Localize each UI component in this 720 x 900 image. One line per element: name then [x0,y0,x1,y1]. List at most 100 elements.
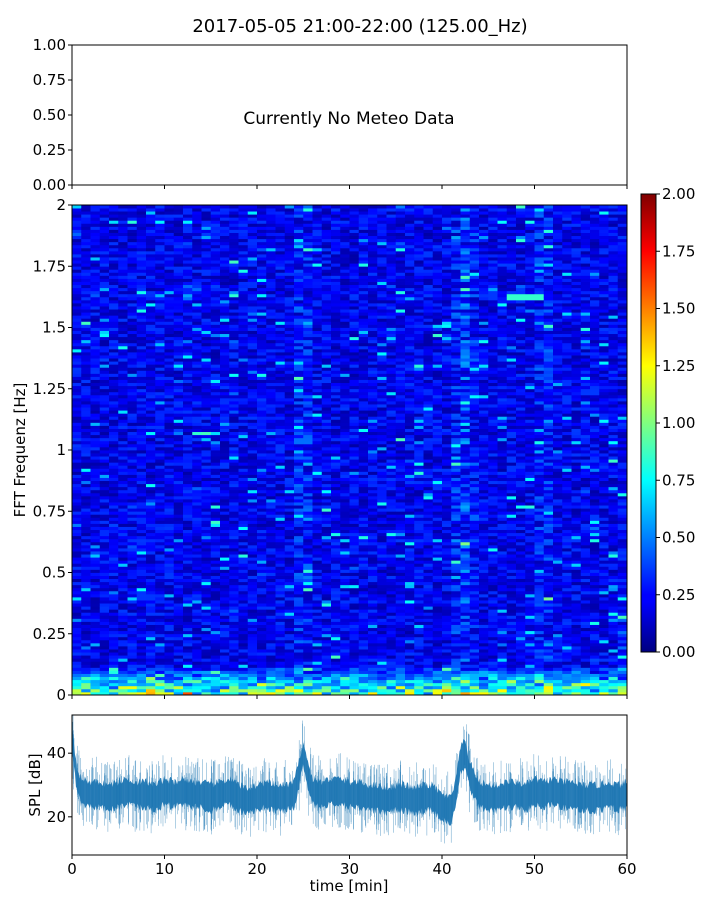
heatmap-cell [201,624,212,629]
heatmap-cell [136,345,147,350]
heatmap-cell [247,603,258,607]
heatmap-cell [210,691,221,696]
heatmap-cell [155,492,165,497]
heatmap-cell [183,483,193,488]
heatmap-cell [201,416,212,420]
heatmap-cell [109,339,119,344]
heatmap-cell [127,456,138,460]
heatmap-cell [275,523,286,527]
heatmap-cell [136,355,147,359]
heatmap-cell [229,673,239,678]
heatmap-cell [118,419,128,423]
heatmap-cell [284,646,295,650]
heatmap-cell [183,266,193,270]
heatmap-cell [72,560,82,564]
heatmap-cell [331,581,341,586]
heatmap-cell [331,685,341,690]
heatmap-cell [127,235,138,240]
heatmap-cell [146,404,156,408]
heatmap-cell [201,477,212,482]
heatmap-cell [201,526,212,531]
heatmap-cell [340,636,350,641]
heatmap-cell [99,382,110,387]
heatmap-cell [192,572,202,576]
heatmap-cell [321,456,332,460]
heatmap-cell [257,646,267,650]
heatmap-cell [90,646,101,650]
heatmap-cell [81,538,91,543]
heatmap-cell [201,563,212,567]
heatmap-cell [303,691,313,696]
heatmap-cell [127,499,138,503]
heatmap-cell [284,309,295,313]
heatmap-cell [340,658,350,662]
heatmap-cell [201,205,212,209]
heatmap-cell [183,208,193,212]
heatmap-cell [312,431,323,436]
heatmap-cell [229,232,239,237]
heatmap-cell [127,557,138,561]
heatmap-cell [173,238,184,243]
heatmap-cell [146,450,156,454]
heatmap-cell [303,489,313,494]
heatmap-cell [275,505,286,509]
heatmap-cell [266,667,276,671]
heatmap-cell [146,431,156,436]
heatmap-cell [201,541,212,546]
heatmap-cell [238,247,249,252]
heatmap-cell [349,465,360,469]
heatmap-cell [210,511,221,515]
heatmap-cell [220,535,230,540]
heatmap-cell [247,593,258,598]
heatmap-cell [81,642,91,647]
heatmap-cell [155,541,165,546]
heatmap-cell [266,520,276,524]
heatmap-cell [72,275,82,279]
heatmap-cell [257,303,267,307]
heatmap-cell [303,370,313,374]
heatmap-cell [331,667,341,671]
heatmap-cell [99,627,110,632]
heatmap-cell [349,391,360,396]
heatmap-cell [220,266,230,270]
heatmap-cell [192,514,202,518]
heatmap-cell [349,214,360,218]
heatmap-cell [109,250,119,255]
heatmap-cell [284,342,295,347]
heatmap-cell [284,266,295,270]
heatmap-cell [136,428,147,433]
heatmap-cell [118,563,128,567]
heatmap-cell [164,410,175,414]
heatmap-cell [183,649,193,653]
heatmap-cell [321,557,332,561]
heatmap-cell [331,220,341,224]
heatmap-cell [136,312,147,316]
heatmap-cell [90,685,101,690]
heatmap-cell [229,477,239,482]
heatmap-cell [127,315,138,319]
heatmap-cell [155,217,165,221]
heatmap-cell [99,345,110,350]
heatmap-cell [155,624,165,629]
heatmap-cell [155,275,165,279]
heatmap-cell [90,474,101,478]
heatmap-cell [303,247,313,252]
heatmap-cell [312,587,323,592]
heatmap-cell [257,581,267,586]
heatmap-cell [349,333,360,338]
heatmap-cell [72,526,82,531]
heatmap-cell [275,551,286,555]
heatmap-cell [275,627,286,632]
heatmap-cell [118,691,128,696]
heatmap-cell [192,667,202,671]
heatmap-cell [331,642,341,647]
heatmap-cell [127,287,138,292]
heatmap-cell [72,480,82,485]
heatmap-cell [238,508,249,512]
heatmap-cell [284,220,295,224]
heatmap-cell [303,667,313,671]
heatmap-cell [90,560,101,564]
heatmap-cell [284,413,295,417]
heatmap-cell [146,220,156,224]
heatmap-cell [210,456,221,460]
